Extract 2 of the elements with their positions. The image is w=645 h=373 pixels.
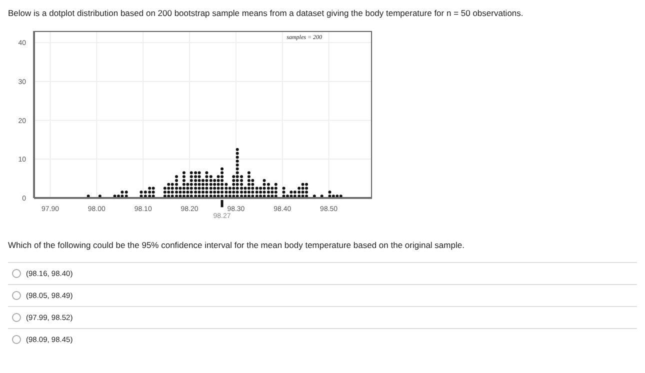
text: Which of the following could be the 95% confidence interval for the mean body temperature based on the original sample. (8, 240, 466, 250)
chart-title: Below is a dotplot distribution based on 200 bootstrap sample means from a dataset giving the body temperature for n = 50 observations. (8, 8, 524, 18)
